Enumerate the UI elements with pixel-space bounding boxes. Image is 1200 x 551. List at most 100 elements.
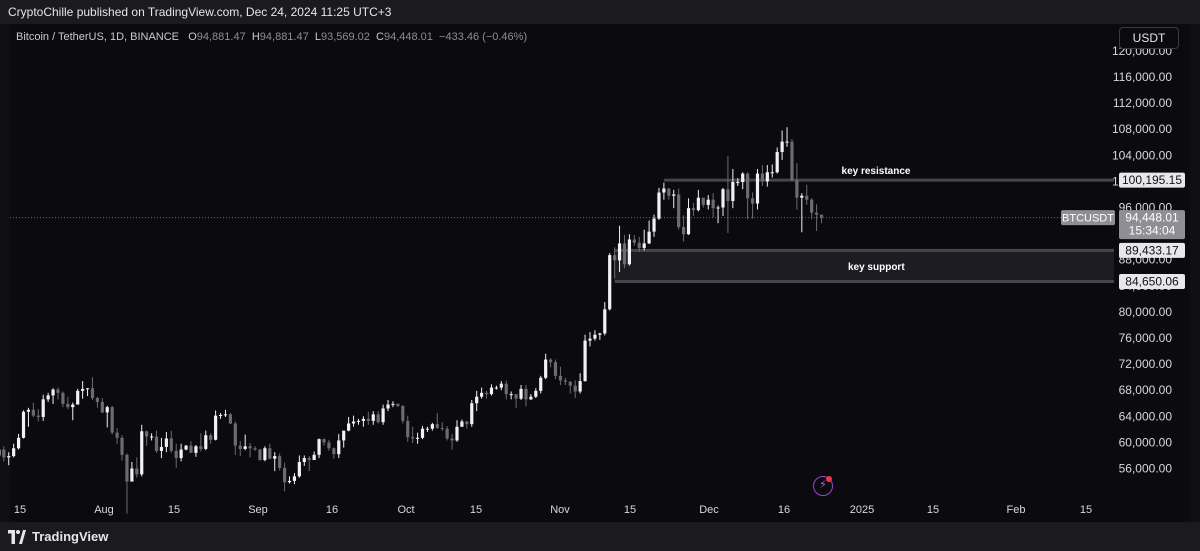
low-value: 93,569.02 xyxy=(320,31,370,43)
candle-body xyxy=(287,480,292,483)
candle-body xyxy=(642,243,646,248)
last-price-tag: 94,448.01 xyxy=(1125,211,1179,225)
candle-body xyxy=(361,418,365,421)
candle-body xyxy=(268,448,272,459)
candle-body xyxy=(243,446,247,449)
candle-body xyxy=(558,375,563,381)
candle-body xyxy=(775,152,779,173)
candle-body xyxy=(706,199,710,205)
y-tick-label: 72,000.00 xyxy=(1119,357,1173,371)
candle-body xyxy=(164,438,168,447)
published-info: CryptoChille published on TradingView.co… xyxy=(8,5,392,19)
candle-body xyxy=(31,409,35,416)
candle-body xyxy=(16,437,21,449)
candle-body xyxy=(637,242,641,248)
candle-body xyxy=(613,255,617,261)
candle-body xyxy=(529,396,533,400)
x-tick-label: 16 xyxy=(326,504,338,516)
candle-body xyxy=(194,446,198,453)
candle-body xyxy=(95,398,99,402)
candle-body xyxy=(90,388,95,399)
candle-body xyxy=(115,432,119,438)
candle-body xyxy=(598,333,602,335)
candle-body xyxy=(36,415,40,417)
currency-button[interactable]: USDT xyxy=(1119,27,1179,49)
candle-body xyxy=(415,437,420,439)
candle-body xyxy=(632,239,636,243)
candle-body xyxy=(420,428,425,438)
candle-body xyxy=(553,362,558,376)
candle-body xyxy=(790,141,794,181)
symbol-name: Bitcoin / TetherUS, 1D, BINANCE xyxy=(16,31,180,43)
candle-body xyxy=(805,195,809,200)
candle-body xyxy=(608,255,612,310)
last-price-tag-bg xyxy=(1119,210,1185,240)
y-tick-label: 108,000.00 xyxy=(1112,122,1172,136)
x-tick-label: Sep xyxy=(248,504,268,516)
x-tick-label: 15 xyxy=(14,504,26,516)
high-value: 94,881.47 xyxy=(259,31,309,43)
resistance-price-tag-bg xyxy=(1119,172,1185,188)
symbol-legend[interactable]: Bitcoin / TetherUS, 1D, BINANCE O94,881.… xyxy=(16,31,527,43)
candle-body xyxy=(337,440,341,455)
candle-body xyxy=(736,182,740,184)
candle-body xyxy=(46,395,50,400)
candle-body xyxy=(292,476,297,481)
x-tick-label: Nov xyxy=(550,504,570,516)
candle-body xyxy=(312,454,316,461)
candle-body xyxy=(652,218,656,232)
tradingview-logo-icon xyxy=(8,529,26,544)
x-tick-label: 15 xyxy=(624,504,636,516)
x-tick-label: Dec xyxy=(699,504,719,516)
y-tick-label: 76,000.00 xyxy=(1119,331,1173,345)
candle-body xyxy=(71,404,75,408)
candle-body xyxy=(184,445,188,450)
candle-body xyxy=(534,390,538,397)
candle-body xyxy=(760,173,765,182)
candle-body xyxy=(435,424,439,429)
candle-body xyxy=(785,141,789,143)
brand[interactable]: TradingView xyxy=(8,529,108,544)
open-value: 94,881.47 xyxy=(196,31,246,43)
candle-body xyxy=(445,428,449,439)
candle-body xyxy=(509,394,513,396)
candle-body xyxy=(2,449,6,458)
candle-body xyxy=(573,385,577,392)
candle-body xyxy=(519,388,523,399)
candle-body xyxy=(297,461,301,477)
candle-body xyxy=(548,359,553,363)
candle-body xyxy=(386,404,390,409)
candle-body xyxy=(539,377,543,391)
candle-body xyxy=(125,454,129,482)
candle-body xyxy=(755,173,760,204)
x-tick-label: 2025 xyxy=(850,504,874,516)
candle-body xyxy=(371,414,375,421)
candle-body xyxy=(544,359,548,378)
candle-body xyxy=(819,214,824,218)
candle-body xyxy=(741,173,745,183)
candle-body xyxy=(391,403,395,405)
candle-body xyxy=(672,194,676,196)
x-tick-label: 15 xyxy=(927,504,939,516)
candle-body xyxy=(780,141,784,153)
resistance-label: key resistance xyxy=(842,166,911,177)
change-value: −433.46 (−0.46%) xyxy=(439,31,528,43)
candle-body xyxy=(376,414,380,423)
flash-icon[interactable]: ⚡ xyxy=(813,476,833,496)
candle-body xyxy=(302,458,306,462)
y-tick-label: 56,000.00 xyxy=(1119,462,1173,476)
candle-body xyxy=(455,426,459,441)
candle-body xyxy=(12,448,16,457)
candlestick-chart[interactable]: 56,000.00 60,000.00 64,000.00 68,000.00 72,0… xyxy=(0,0,1200,522)
resistance-price-tag: 100,195.15 xyxy=(1122,173,1182,187)
candle-body xyxy=(307,458,311,461)
candle-body xyxy=(810,199,814,213)
candle-body xyxy=(657,192,661,219)
candle-body xyxy=(406,420,410,438)
support-zone xyxy=(614,250,1114,282)
candle-body xyxy=(800,195,804,198)
candle-body xyxy=(347,423,351,431)
candle-body xyxy=(603,309,607,334)
candle-body xyxy=(696,197,700,211)
support-top-price-tag: 89,433.17 xyxy=(1125,243,1179,257)
